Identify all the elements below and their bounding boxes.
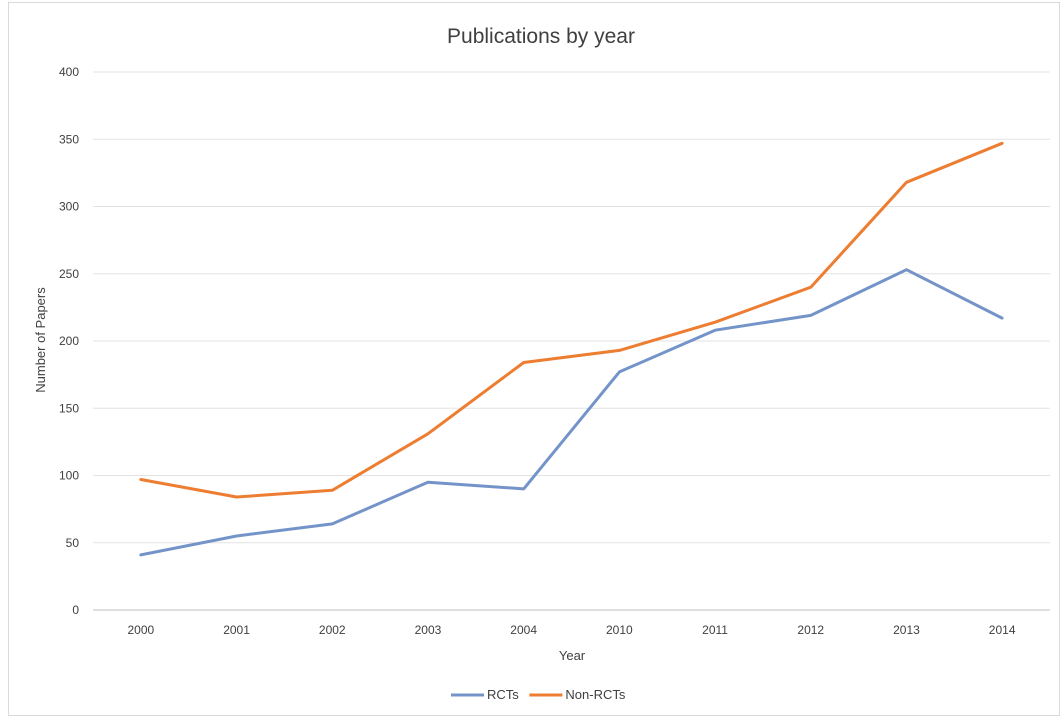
y-axis-tick-labels: 0 50 100 150 200 250 300 350 400 [59,65,79,617]
chart-frame [8,2,1060,716]
y-tick-label: 300 [59,200,79,214]
series-lines [139,141,1004,557]
chart-title: Publications by year [447,25,635,48]
x-axis-title: Year [559,648,586,663]
x-tick-label: 2004 [510,623,537,637]
y-tick-label: 400 [59,65,79,79]
gridlines [93,71,1050,611]
x-axis-tick-labels: 2000 2001 2002 2003 2004 2010 2011 2012 2013 2014 [127,623,1015,637]
y-tick-label: 100 [59,469,79,483]
x-tick-label: 2003 [415,623,442,637]
y-tick-label: 50 [66,536,80,550]
x-tick-label: 2001 [223,623,250,637]
y-axis-title: Number of Papers [33,287,48,393]
legend-label-non-rcts: Non-RCTs [565,687,625,702]
y-tick-label: 250 [59,267,79,281]
y-tick-label: 200 [59,334,79,348]
y-tick-label: 0 [72,603,79,617]
legend: RCTs Non-RCTs [451,687,626,702]
series-line-rcts [139,268,1004,557]
x-tick-label: 2010 [606,623,633,637]
x-tick-label: 2012 [797,623,824,637]
x-tick-label: 2014 [989,623,1016,637]
x-tick-label: 2011 [702,623,728,637]
y-tick-label: 150 [59,401,79,415]
y-tick-label: 350 [59,132,79,146]
x-tick-label: 2013 [893,623,920,637]
x-tick-label: 2000 [127,623,154,637]
x-tick-label: 2002 [319,623,346,637]
series-line-non-rcts [139,141,1004,499]
legend-label-rcts: RCTs [487,687,519,702]
